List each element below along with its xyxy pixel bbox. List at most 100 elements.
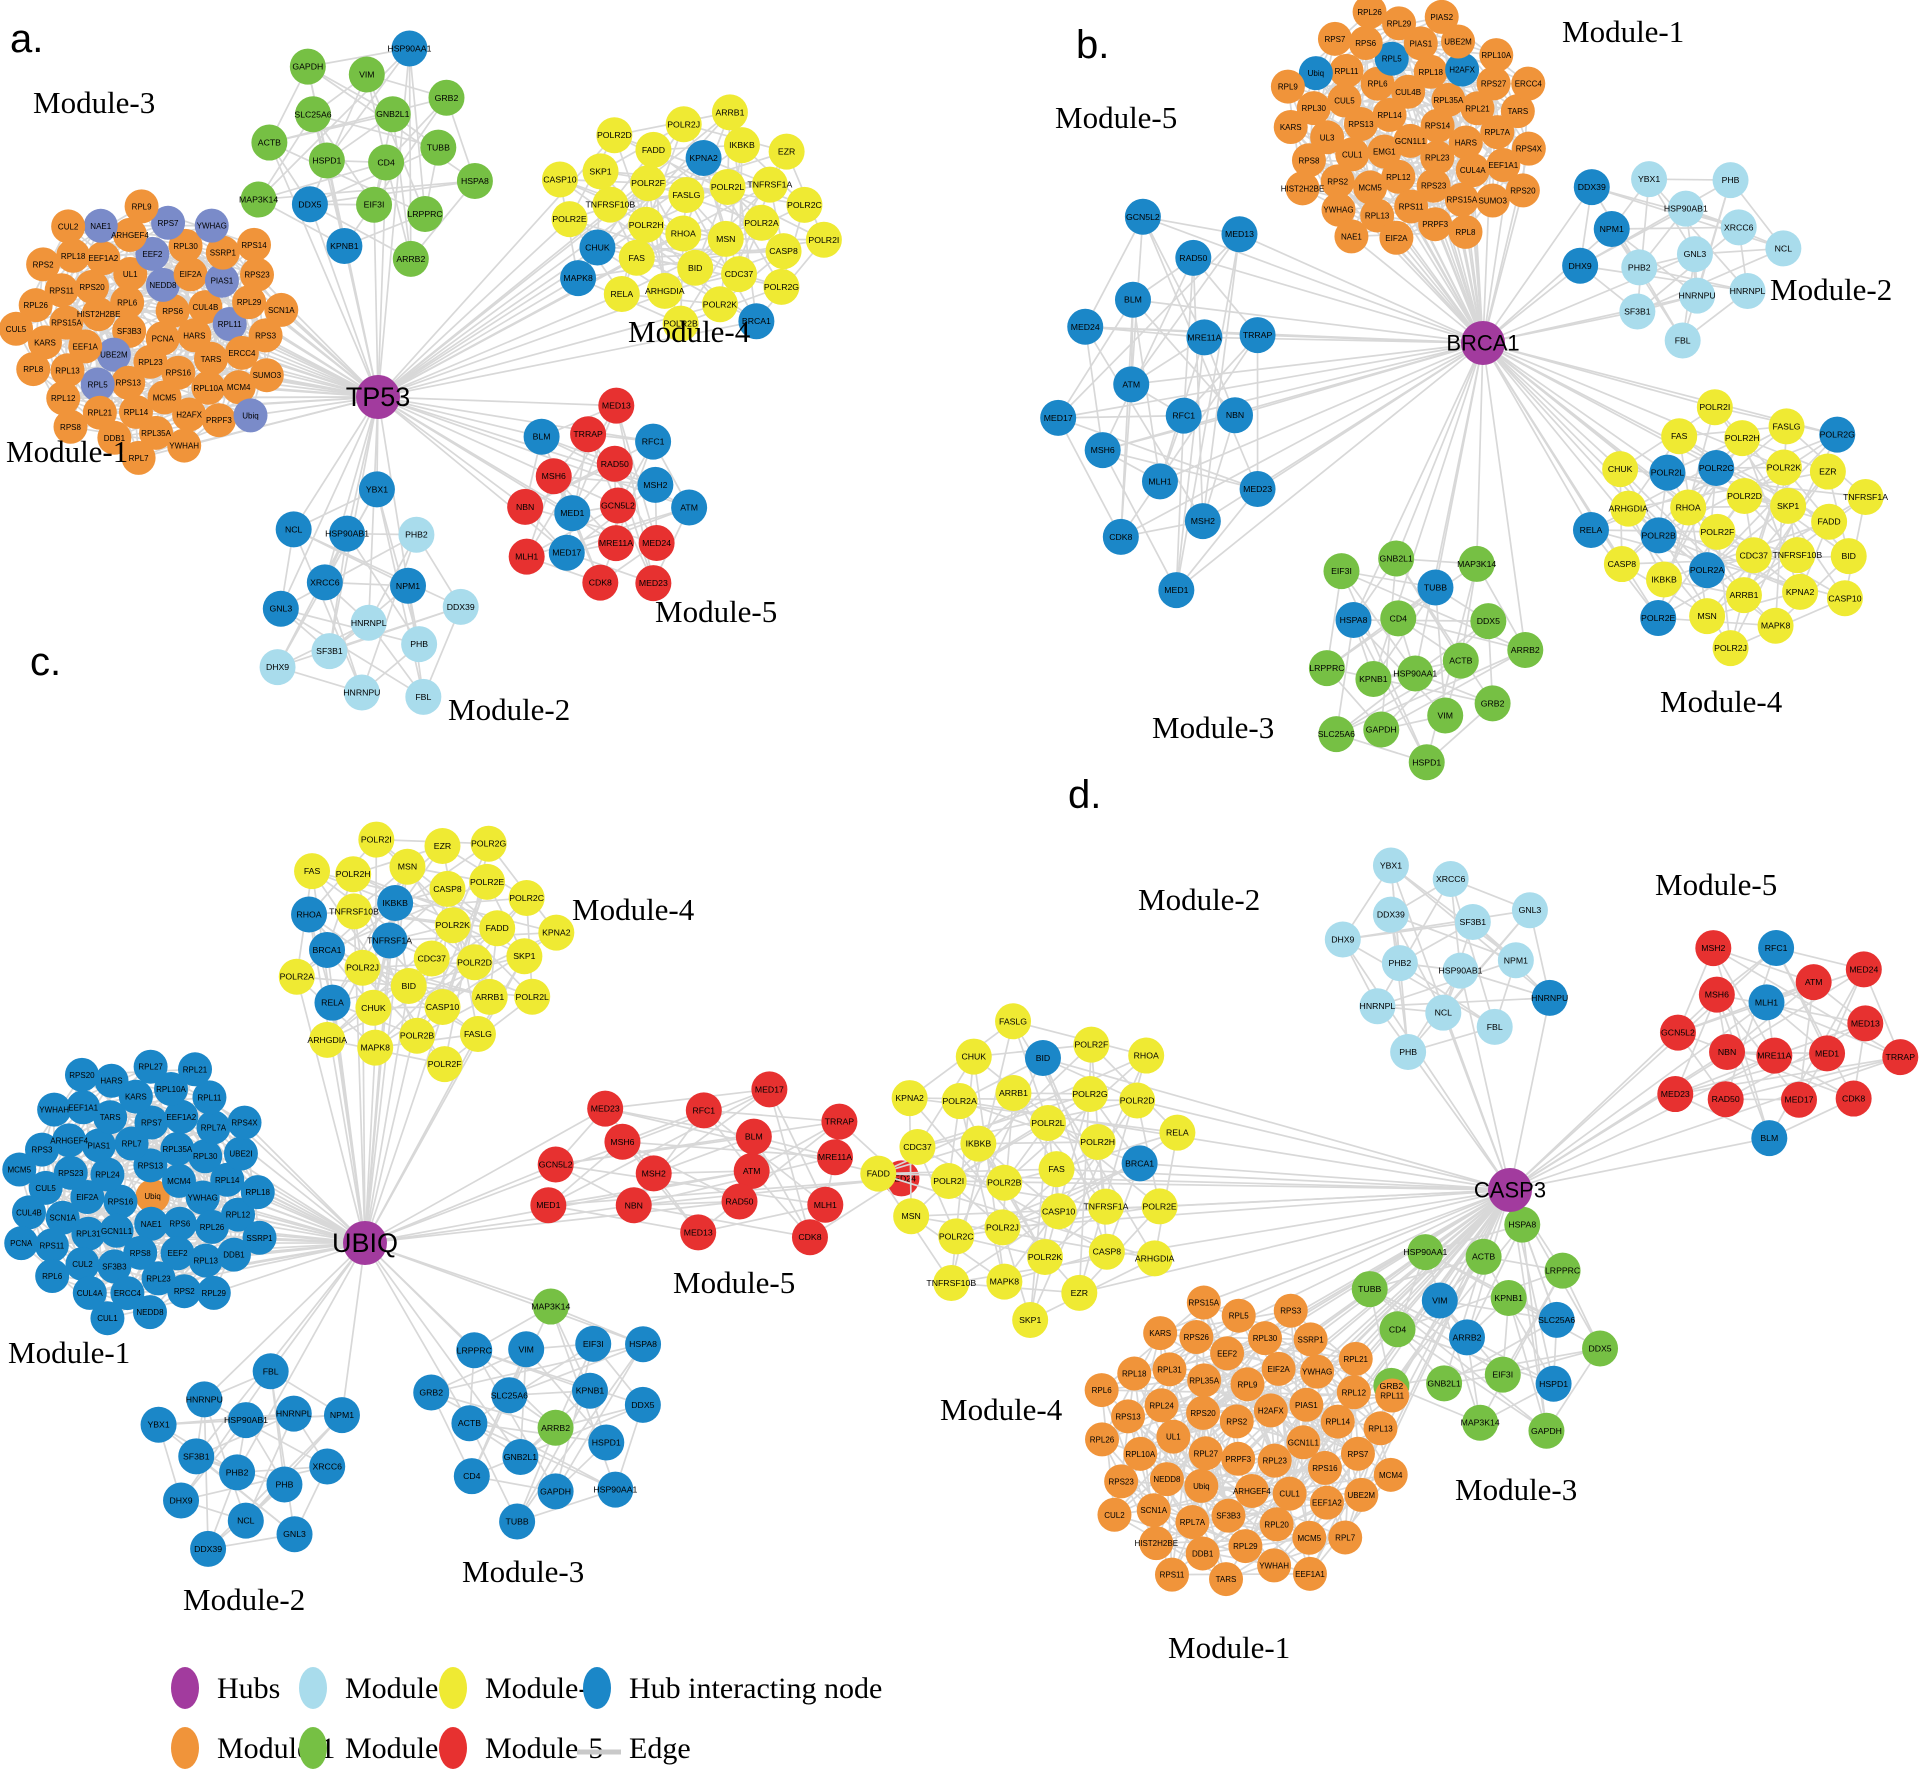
node-label: RPL18 bbox=[1418, 68, 1443, 77]
node-MSN bbox=[893, 1198, 930, 1235]
node-CUL1 bbox=[1335, 137, 1370, 172]
node-label: RPL26 bbox=[1090, 1435, 1115, 1444]
edge bbox=[605, 1088, 770, 1110]
module-title: Module-4 bbox=[572, 892, 695, 927]
node-RPL6 bbox=[35, 1259, 70, 1294]
node-label: MCM4 bbox=[1379, 1471, 1403, 1480]
node-GNB2L1 bbox=[1378, 540, 1415, 577]
node-label: POLR2K bbox=[436, 920, 470, 930]
node-RPS6 bbox=[1348, 25, 1383, 60]
node-label: BRCA1 bbox=[742, 316, 771, 326]
node-label: KPNB1 bbox=[1359, 674, 1388, 684]
node-label: MSH6 bbox=[1705, 990, 1729, 1000]
node-label: DDX5 bbox=[298, 199, 321, 209]
node-label: CUL4B bbox=[193, 303, 219, 312]
node-CASP8 bbox=[1603, 546, 1640, 583]
node-label: MSH2 bbox=[643, 480, 667, 490]
node-label: CDC37 bbox=[725, 269, 754, 279]
legend-label: Hubs bbox=[217, 1672, 280, 1705]
module-title: Module-1 bbox=[8, 1335, 130, 1370]
node-label: EIF2A bbox=[1385, 234, 1408, 243]
edge bbox=[1380, 649, 1526, 731]
node-label: POLR2G bbox=[471, 839, 506, 849]
node-label: PIAS1 bbox=[88, 1141, 111, 1150]
node-EEF1A1 bbox=[66, 1090, 101, 1125]
edge bbox=[1257, 334, 1484, 344]
node-label: RPL31 bbox=[1157, 1365, 1182, 1374]
node-label: RPL26 bbox=[200, 1223, 225, 1232]
edge bbox=[1175, 234, 1241, 591]
node-HNRNPU bbox=[186, 1381, 223, 1418]
node-KPNA2 bbox=[538, 914, 575, 951]
node-label: RHOA bbox=[296, 909, 321, 919]
node-ARHGDIA bbox=[309, 1021, 346, 1058]
node-POLR2E bbox=[1640, 600, 1677, 637]
node-POLR2I bbox=[805, 221, 842, 258]
node-HSPD1 bbox=[588, 1424, 625, 1461]
node-HIST2H2BE bbox=[1139, 1526, 1174, 1561]
node-label: FAS bbox=[1048, 1164, 1065, 1174]
node-RPS13 bbox=[1343, 107, 1378, 142]
node-label: PHB2 bbox=[1388, 958, 1411, 968]
node-label: POLR2B bbox=[663, 319, 697, 329]
node-FADD bbox=[1811, 503, 1848, 540]
node-label: ACTB bbox=[458, 1418, 481, 1428]
node-label: FASLG bbox=[999, 1016, 1027, 1026]
node-RPL10A bbox=[1479, 38, 1514, 73]
node-label: CUL2 bbox=[72, 1260, 93, 1269]
edge bbox=[685, 194, 758, 322]
node-label: DDX39 bbox=[194, 1544, 222, 1554]
node-label: GCN1L1 bbox=[1288, 1438, 1320, 1447]
node-BID bbox=[1024, 1040, 1061, 1077]
node-label: RPS4X bbox=[231, 1119, 258, 1128]
node-NCL bbox=[227, 1502, 264, 1539]
node-SF3B3 bbox=[1211, 1498, 1246, 1533]
node-CUL4B bbox=[188, 290, 223, 325]
node-KPNB1 bbox=[1355, 661, 1392, 698]
edge bbox=[1175, 342, 1484, 591]
node-YWHAG bbox=[1300, 1354, 1335, 1389]
node-label: MAP3K14 bbox=[1457, 559, 1496, 569]
node-RFC1 bbox=[1758, 929, 1795, 966]
node-POLR2C bbox=[508, 879, 545, 916]
node-POLR2H bbox=[1079, 1123, 1116, 1160]
node-label: HARS bbox=[100, 1077, 122, 1086]
node-label: Ubiq bbox=[1308, 69, 1324, 78]
node-label: MRE11A bbox=[1757, 1051, 1791, 1061]
node-label: DDX39 bbox=[1377, 910, 1405, 920]
module-title: Module-4 bbox=[940, 1392, 1063, 1427]
node-RPL30 bbox=[1248, 1321, 1283, 1356]
node-CUL5 bbox=[1327, 83, 1362, 118]
legend-swatch-module1 bbox=[171, 1727, 199, 1769]
edge bbox=[364, 1163, 557, 1244]
node-label: HSP90AA1 bbox=[1393, 668, 1437, 678]
node-RPL23 bbox=[133, 344, 168, 379]
node-label: MED13 bbox=[1225, 229, 1254, 239]
node-label: EMG1 bbox=[1373, 148, 1396, 157]
node-RELA bbox=[603, 275, 640, 312]
node-RPS27 bbox=[1476, 66, 1511, 101]
node-label: RPL12 bbox=[226, 1211, 251, 1220]
node-ARRB1 bbox=[471, 978, 508, 1015]
node-label: GNL3 bbox=[1519, 905, 1542, 915]
node-label: CDC37 bbox=[903, 1142, 932, 1152]
legend-swatch-module5 bbox=[439, 1727, 467, 1769]
node-RPL35A bbox=[160, 1131, 195, 1166]
node-label: POLR2H bbox=[1080, 1137, 1115, 1147]
edge bbox=[1132, 298, 1484, 344]
node-MAP3K14 bbox=[240, 181, 277, 218]
node-HSP90AB1 bbox=[1667, 190, 1704, 227]
edge bbox=[633, 1156, 836, 1207]
node-label: RPL5 bbox=[1229, 1312, 1250, 1321]
node-label: DHX9 bbox=[169, 1495, 192, 1505]
edge bbox=[377, 246, 598, 398]
node-PHB2 bbox=[398, 516, 435, 553]
node-IKBKB bbox=[377, 884, 414, 921]
edge bbox=[364, 958, 433, 1244]
node-label: CASP10 bbox=[1828, 593, 1861, 603]
node-RPL8 bbox=[16, 352, 51, 387]
node-label: RPL6 bbox=[1368, 80, 1389, 89]
node-HSPA8 bbox=[625, 1326, 662, 1363]
node-label: MCM5 bbox=[1358, 183, 1382, 192]
edge bbox=[1084, 326, 1204, 522]
